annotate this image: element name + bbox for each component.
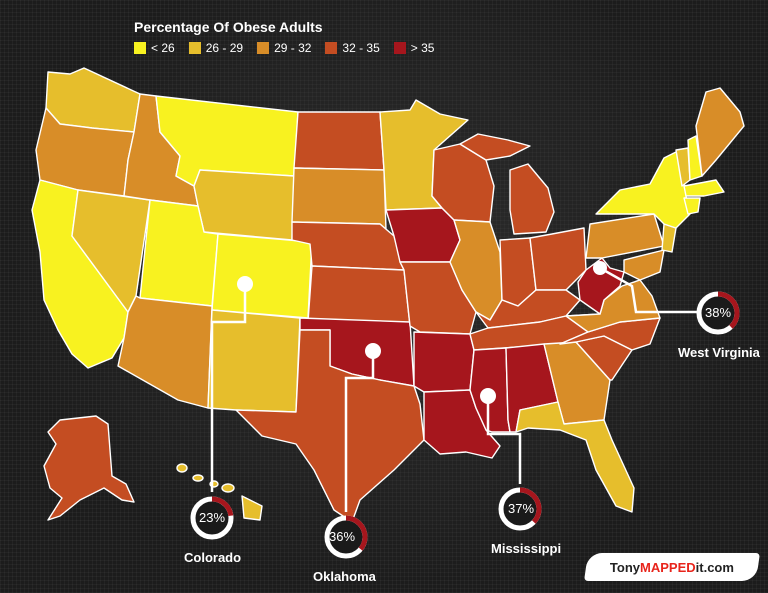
state-washington [45,67,141,133]
state-ohio [529,227,587,291]
leader-west-virginia [599,266,700,314]
state-maine [695,87,745,177]
legend-swatch [257,42,270,54]
brand-highlight: MAPPED [640,559,696,575]
leader-colorado [210,284,247,492]
state-pennsylvania [585,213,665,259]
mississippi-percent: 37% [507,501,535,516]
mississippi-label: Mississippi [491,541,562,556]
state-connecticut [683,197,701,215]
state-arizona [117,295,213,409]
state-wyoming [193,169,295,241]
legend-label: 32 - 35 [342,41,380,55]
legend-swatch [393,42,406,54]
brand-logo: TonyMAPPEDit.com [584,553,760,581]
west-virginia-percent: 38% [704,305,732,320]
legend-item: > 35 [393,41,435,55]
state-michigan [509,163,555,235]
legend-swatch [188,42,201,54]
state-texas [235,329,425,523]
legend: Percentage Of Obese Adults < 26 26 - 29 29… [134,19,434,55]
legend-item: 26 - 29 [188,41,244,55]
callout-leaders [210,266,700,512]
state-north-dakota [293,111,385,171]
legend-title: Percentage Of Obese Adults [134,19,323,35]
state-florida [515,401,635,513]
state-arkansas [413,331,475,393]
leader-mississippi [486,396,522,484]
legend-label: > 35 [410,41,435,55]
oklahoma-percent: 36% [328,529,356,544]
callout-ring-fill [190,496,234,540]
state-south-dakota [291,167,387,231]
state-massachusetts [683,179,725,197]
callout-markers [237,261,607,404]
brand-prefix: Tony [609,559,641,575]
state-michigan-upper [459,133,531,161]
marker-west-virginia [593,261,607,275]
legend-swatch [325,42,338,54]
state-west-virginia [577,257,625,315]
state-maryland [623,249,665,281]
state-kansas [307,265,411,327]
colorado-percent: 23% [198,510,226,525]
legend-label: 26 - 29 [205,41,244,55]
state-hawaii [176,463,263,521]
legend-item: 32 - 35 [325,41,380,55]
state-new-mexico [207,309,301,413]
callout-rings [190,291,740,559]
legend-swatch [134,42,146,54]
state-colorado [211,233,313,319]
marker-mississippi [480,388,496,404]
legend-items: < 26 26 - 29 29 - 32 32 - 35 > 35 [134,41,434,55]
callout-ring-fill [498,487,542,531]
leader-oklahoma [344,351,375,512]
brand-suffix: it.com [695,559,734,575]
west-virginia-label: West Virginia [678,345,760,360]
callout-ring-fill [696,291,740,335]
legend-label: 29 - 32 [274,41,312,55]
legend-label: < 26 [151,41,175,55]
marker-colorado [237,276,253,292]
marker-oklahoma [365,343,381,359]
legend-item: < 26 [134,41,175,55]
callout-ring-fill [324,515,368,559]
colorado-label: Colorado [184,550,242,565]
legend-item: 29 - 32 [257,41,311,55]
state-new-jersey [661,223,677,253]
oklahoma-label: Oklahoma [313,569,376,584]
state-alaska [43,415,135,521]
